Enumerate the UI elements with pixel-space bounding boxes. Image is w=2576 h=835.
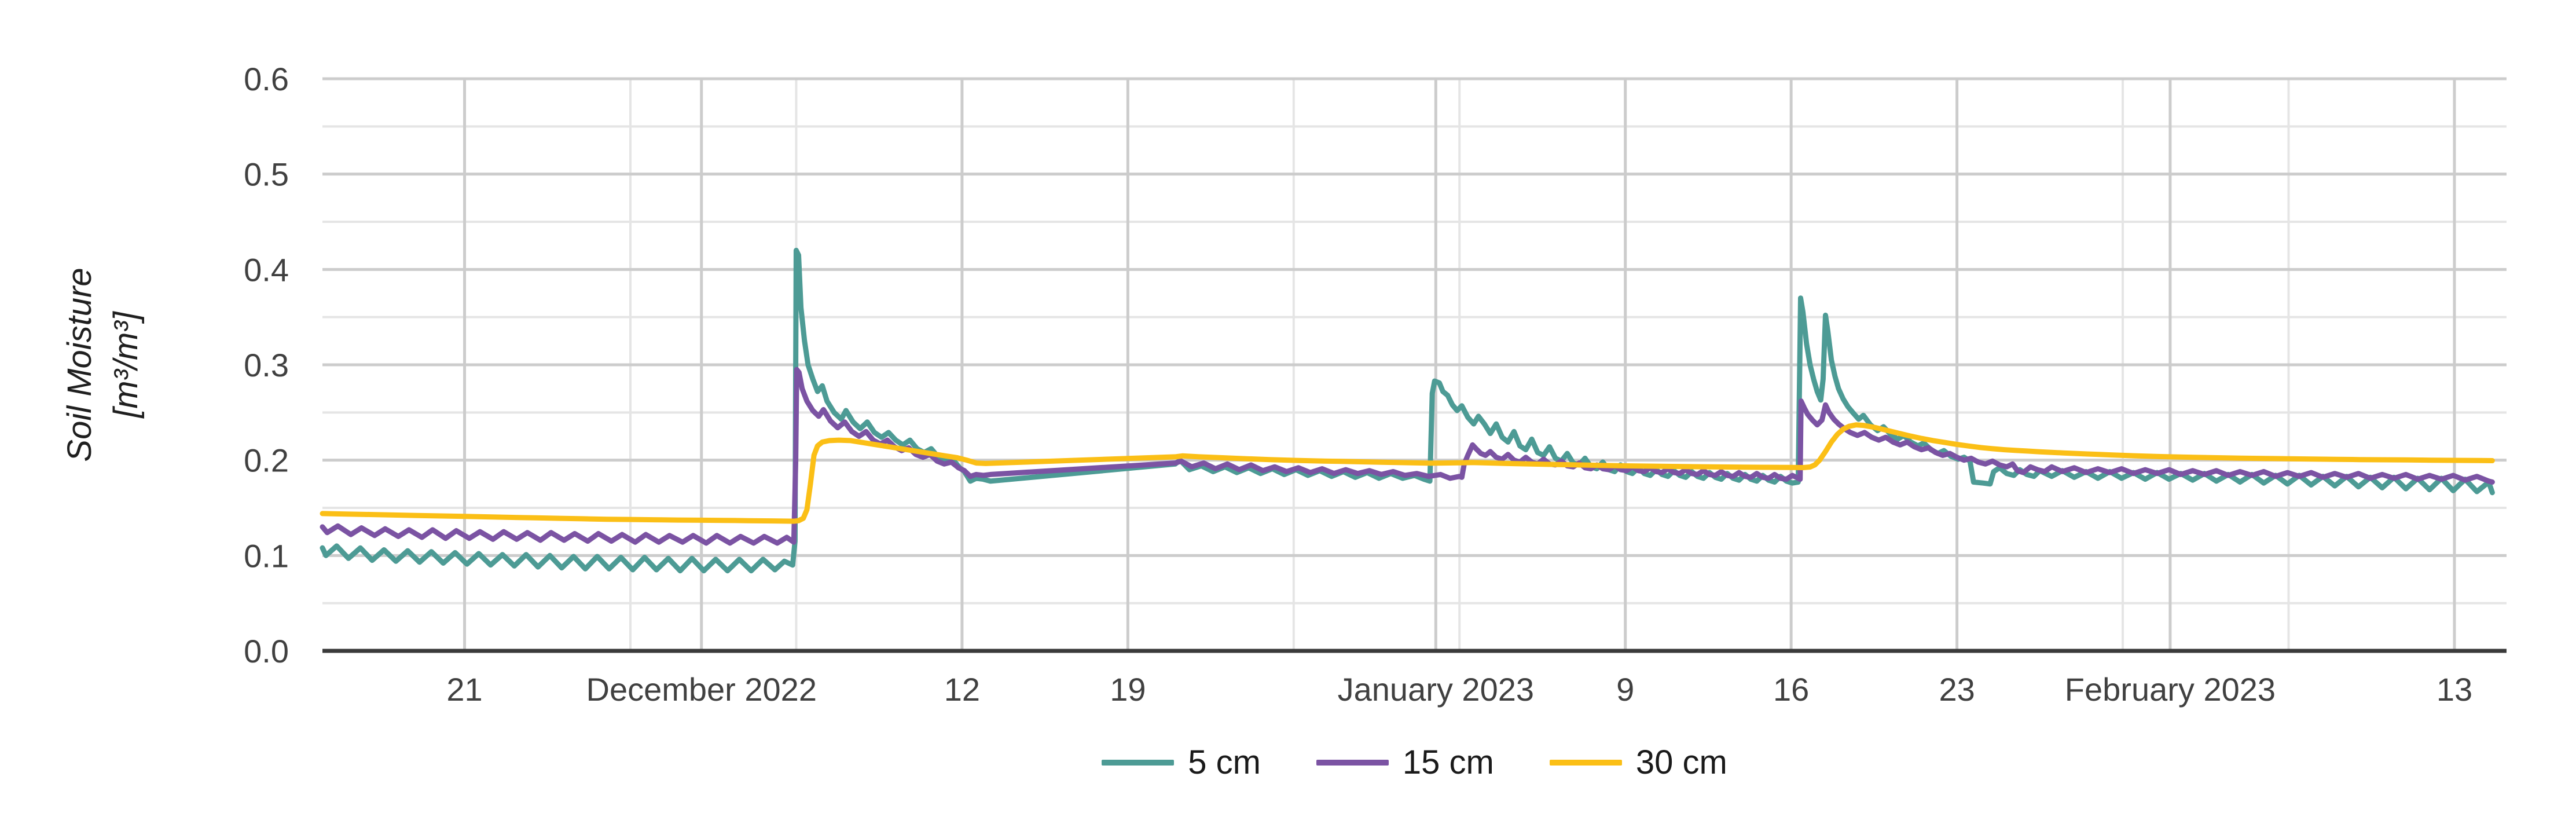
series-line-5-cm bbox=[320, 247, 2495, 574]
x-tick-label: December 2022 bbox=[586, 671, 817, 708]
x-gridlines-major bbox=[463, 79, 2456, 651]
legend-swatch-5cm-line bbox=[1102, 760, 1175, 766]
y-gridlines-major bbox=[322, 77, 2507, 557]
x-tick-label: 21 bbox=[446, 671, 482, 708]
y-axis-title: Soil Moisture [m³/m³] bbox=[57, 268, 149, 462]
y-gridlines-minor bbox=[322, 125, 2507, 605]
y-tick-label: 0.0 bbox=[244, 633, 289, 669]
x-tick-label: February 2023 bbox=[2065, 671, 2276, 708]
legend-item-30cm: 30 cm bbox=[1549, 744, 1727, 781]
series-line-30-cm bbox=[320, 422, 2495, 524]
y-tick-label: 0.4 bbox=[244, 251, 289, 288]
x-tick-labels: 21 December 2022 12 19 January 2023 9 16 23 Febr… bbox=[446, 671, 2472, 708]
y-tick-labels: 0.0 0.1 0.2 0.3 0.4 0.5 0.6 bbox=[244, 61, 289, 669]
x-tick-label: 16 bbox=[1773, 671, 1809, 708]
legend-item-15cm: 15 cm bbox=[1316, 746, 1494, 779]
legend-label-15cm: 15 cm bbox=[1402, 744, 1494, 781]
legend-label-5cm: 5 cm bbox=[1188, 744, 1261, 781]
y-tick-label: 0.3 bbox=[244, 347, 289, 383]
y-axis-title-line2: [m³/m³] bbox=[107, 312, 145, 418]
legend: 5 cm 15 cm 30 cm bbox=[322, 746, 2507, 779]
y-tick-label: 0.5 bbox=[244, 156, 289, 193]
x-tick-label: 13 bbox=[2436, 671, 2472, 708]
legend-label-30cm: 30 cm bbox=[1635, 744, 1727, 781]
legend-swatch-30cm-line bbox=[1549, 760, 1622, 766]
y-tick-label: 0.2 bbox=[244, 442, 289, 479]
x-tick-label: 9 bbox=[1616, 671, 1634, 708]
x-tick-label: 12 bbox=[944, 671, 980, 708]
x-tick-label: January 2023 bbox=[1338, 671, 1534, 708]
y-axis-title-line1: Soil Moisture bbox=[60, 268, 98, 462]
y-tick-label: 0.6 bbox=[244, 61, 289, 97]
x-tick-label: 23 bbox=[1939, 671, 1975, 708]
legend-swatch-15cm-line bbox=[1316, 760, 1389, 766]
x-tick-label: 19 bbox=[1110, 671, 1146, 708]
legend-item-5cm: 5 cm bbox=[1102, 746, 1261, 779]
y-tick-label: 0.1 bbox=[244, 537, 289, 574]
